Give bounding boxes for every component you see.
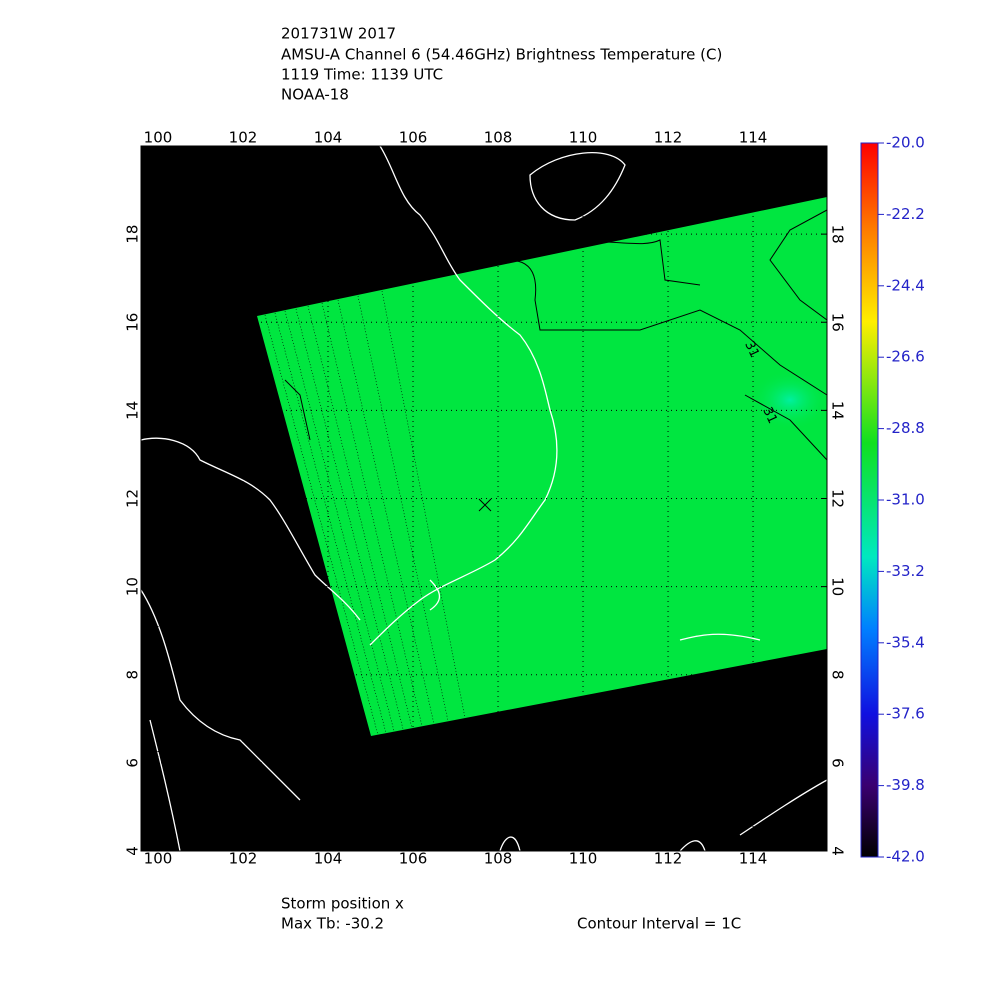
title-line: NOAA-18 bbox=[281, 86, 349, 104]
swath bbox=[257, 197, 827, 736]
colorbar-tick-label: -42.0 bbox=[886, 848, 925, 866]
lat-tick-label: 14 bbox=[829, 401, 847, 420]
lon-tick-label: 102 bbox=[229, 850, 258, 868]
lon-tick-label: 104 bbox=[314, 850, 343, 868]
lon-tick-label: 106 bbox=[399, 850, 428, 868]
cool-patch bbox=[750, 370, 830, 430]
lat-tick-label: 18 bbox=[829, 225, 847, 244]
lon-tick-label: 112 bbox=[654, 850, 683, 868]
lat-tick-label: 14 bbox=[124, 401, 142, 420]
lon-tick-label: 114 bbox=[739, 850, 768, 868]
lon-tick-label: 100 bbox=[144, 129, 173, 147]
colorbar: -20.0 -22.2 -24.4 -26.6 -28.8 -31.0 -33.2 -35.4… bbox=[860, 134, 925, 866]
colorbar-tick-label: -39.8 bbox=[886, 776, 925, 794]
colorbar-tick-label: -22.2 bbox=[886, 205, 925, 223]
colorbar-tick-label: -20.0 bbox=[886, 134, 925, 152]
lon-tick-label: 108 bbox=[484, 129, 513, 147]
colorbar-ramp bbox=[860, 142, 879, 858]
title-line: AMSU-A Channel 6 (54.46GHz) Brightness T… bbox=[281, 46, 722, 64]
colorbar-tick-label: -24.4 bbox=[886, 276, 925, 294]
contours bbox=[284, 209, 828, 461]
storm-position: Storm position x bbox=[281, 895, 404, 913]
lat-tick-label: 8 bbox=[829, 670, 847, 680]
lat-tick-label: 4 bbox=[124, 846, 142, 856]
lon-tick-label: 110 bbox=[569, 129, 598, 147]
footer: Storm position x Max Tb: -30.2 Contour I… bbox=[281, 895, 741, 933]
lat-tick-label: 16 bbox=[124, 313, 142, 332]
lat-tick-label: 6 bbox=[829, 758, 847, 768]
lon-tick-label: 100 bbox=[144, 850, 173, 868]
storm-marker bbox=[478, 498, 492, 512]
lon-tick-label: 112 bbox=[654, 129, 683, 147]
map: 31 31 1001001021021041041061061081081101… bbox=[124, 129, 847, 868]
colorbar-tick-label: -31.0 bbox=[886, 491, 925, 509]
lat-tick-label: 10 bbox=[829, 577, 847, 596]
lat-tick-label: 10 bbox=[124, 577, 142, 596]
lat-tick-label: 4 bbox=[829, 846, 847, 856]
colorbar-tick-label: -37.6 bbox=[886, 705, 925, 723]
scan-lines bbox=[264, 290, 466, 736]
lon-tick-label: 114 bbox=[739, 129, 768, 147]
header: 201731W 2017 AMSU-A Channel 6 (54.46GHz)… bbox=[281, 25, 722, 104]
colorbar-tick-label: -28.8 bbox=[886, 419, 925, 437]
lat-tick-label: 8 bbox=[124, 670, 142, 680]
lon-tick-label: 102 bbox=[229, 129, 258, 147]
lon-tick-label: 108 bbox=[484, 850, 513, 868]
colorbar-tick-label: -35.4 bbox=[886, 633, 925, 651]
lon-tick-label: 110 bbox=[569, 850, 598, 868]
lat-tick-label: 16 bbox=[829, 313, 847, 332]
lat-tick-label: 12 bbox=[829, 489, 847, 508]
contour-label: 31 bbox=[759, 405, 780, 426]
colorbar-tick-label: -33.2 bbox=[886, 562, 925, 580]
contour-interval: Contour Interval = 1C bbox=[577, 915, 741, 933]
lat-tick-label: 12 bbox=[124, 489, 142, 508]
lat-tick-label: 6 bbox=[124, 758, 142, 768]
lon-tick-label: 104 bbox=[314, 129, 343, 147]
contour-label: 31 bbox=[741, 339, 762, 360]
title-line: 201731W 2017 bbox=[281, 25, 396, 43]
lat-tick-label: 18 bbox=[124, 225, 142, 244]
lon-tick-label: 106 bbox=[399, 129, 428, 147]
max-tb: Max Tb: -30.2 bbox=[281, 915, 384, 933]
colorbar-tick-label: -26.6 bbox=[886, 348, 925, 366]
coastlines bbox=[140, 145, 828, 852]
title-line: 1119 Time: 1139 UTC bbox=[281, 66, 443, 84]
